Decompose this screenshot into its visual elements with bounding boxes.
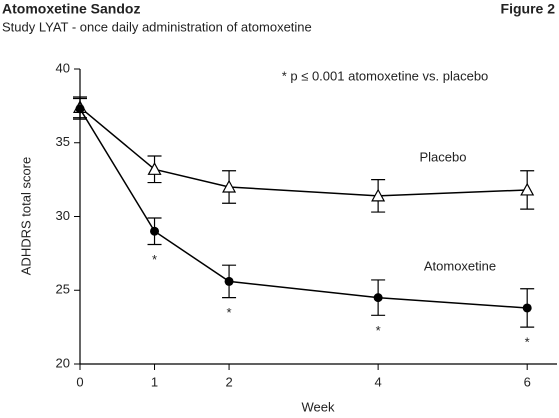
x-tick-label: 6 bbox=[524, 374, 531, 389]
marker bbox=[147, 162, 162, 175]
series-label: Placebo bbox=[420, 149, 467, 164]
y-tick-label: 25 bbox=[56, 282, 70, 297]
y-tick-label: 40 bbox=[56, 60, 70, 75]
marker bbox=[522, 303, 532, 313]
marker bbox=[75, 104, 85, 114]
subtitle: Study LYAT - once daily administration o… bbox=[2, 19, 312, 34]
y-tick-label: 20 bbox=[56, 355, 70, 370]
y-tick-label: 35 bbox=[56, 134, 70, 149]
marker bbox=[373, 293, 383, 303]
significance-mark: * bbox=[376, 323, 381, 338]
x-tick-label: 0 bbox=[76, 374, 83, 389]
series-label: Atomoxetine bbox=[424, 258, 496, 273]
figure-label: Figure 2 bbox=[501, 1, 556, 17]
y-tick-label: 30 bbox=[56, 208, 70, 223]
x-tick-label: 2 bbox=[225, 374, 232, 389]
marker bbox=[224, 276, 234, 286]
title: Atomoxetine Sandoz bbox=[2, 1, 140, 17]
x-tick-label: 4 bbox=[375, 374, 382, 389]
y-axis-label: ADHDRS total score bbox=[18, 157, 33, 275]
significance-mark: * bbox=[525, 335, 530, 350]
marker bbox=[520, 182, 535, 196]
marker bbox=[222, 179, 237, 193]
series-line bbox=[79, 108, 528, 309]
marker bbox=[150, 226, 160, 236]
significance-mark: * bbox=[227, 305, 232, 320]
x-tick-label: 1 bbox=[151, 374, 158, 389]
x-axis-label: Week bbox=[302, 399, 335, 414]
annotation: * p ≤ 0.001 atomoxetine vs. placebo bbox=[282, 68, 489, 83]
marker bbox=[371, 188, 386, 202]
significance-mark: * bbox=[152, 252, 157, 267]
